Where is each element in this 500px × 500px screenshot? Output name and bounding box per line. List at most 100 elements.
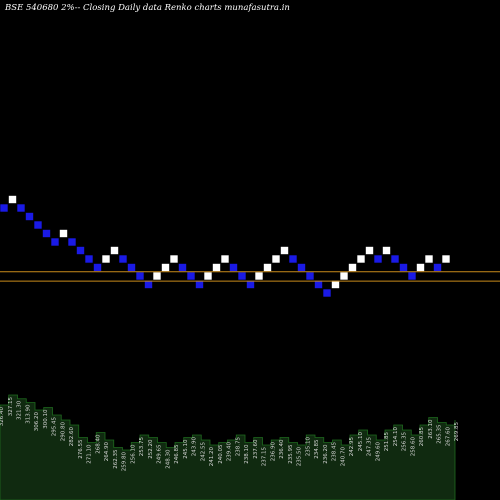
renko-brick-up bbox=[203, 271, 213, 281]
volume-label: 269.85 bbox=[454, 422, 460, 442]
volume-label: 247.35 bbox=[367, 437, 373, 457]
renko-brick-down bbox=[237, 271, 247, 281]
renko-brick-up bbox=[339, 271, 349, 281]
volume-label: 238.75 bbox=[235, 437, 241, 457]
renko-brick-down bbox=[127, 263, 136, 272]
renko-brick-down bbox=[76, 246, 85, 255]
volume-label: 235.10 bbox=[305, 437, 311, 457]
renko-brick-down bbox=[288, 254, 298, 264]
renko-brick-down bbox=[42, 229, 51, 238]
volume-label: 321.30 bbox=[17, 400, 23, 420]
volume-label: 235.50 bbox=[297, 447, 303, 467]
renko-plot bbox=[0, 195, 500, 298]
volume-label: 290.80 bbox=[60, 422, 66, 442]
volume-label: 259.80 bbox=[122, 452, 128, 472]
volume-area bbox=[0, 394, 456, 500]
volume-label: 242.95 bbox=[349, 437, 355, 457]
renko-brick-up bbox=[152, 271, 162, 281]
renko-brick-up bbox=[8, 195, 17, 204]
volume-label: 326.40 bbox=[0, 407, 5, 427]
volume-label: 256.10 bbox=[130, 444, 136, 464]
volume-label: 249.60 bbox=[375, 442, 381, 462]
volume-label: 235.95 bbox=[288, 444, 294, 464]
renko-brick-down bbox=[229, 263, 238, 272]
renko-brick-down bbox=[84, 254, 94, 264]
volume-label: 238.45 bbox=[332, 442, 338, 462]
volume-label: 236.90 bbox=[270, 442, 276, 462]
volume-label: 242.55 bbox=[200, 442, 206, 462]
volume-label: 253.75 bbox=[139, 437, 145, 457]
volume-label: 295.45 bbox=[52, 417, 58, 437]
renko-brick-down bbox=[50, 237, 60, 247]
volume-label: 265.35 bbox=[437, 424, 443, 444]
renko-brick-up bbox=[110, 246, 119, 255]
renko-brick-down bbox=[390, 254, 400, 264]
volume-label: 264.90 bbox=[104, 442, 110, 462]
renko-brick-down bbox=[373, 254, 383, 264]
renko-brick-up bbox=[263, 263, 272, 272]
volume-label: 236.40 bbox=[279, 439, 285, 459]
renko-brick-up bbox=[348, 263, 357, 272]
renko-brick-up bbox=[161, 263, 170, 272]
volume-label: 248.30 bbox=[165, 449, 171, 469]
renko-brick-up bbox=[424, 254, 434, 264]
volume-label: 237.60 bbox=[253, 439, 259, 459]
volume-label: 300.10 bbox=[43, 409, 49, 429]
renko-brick-down bbox=[33, 220, 43, 230]
renko-brick-down bbox=[186, 271, 196, 281]
chart-title: BSE 540680 2%-- Closing Daily data Renko… bbox=[5, 3, 290, 13]
volume-label: 327.15 bbox=[8, 397, 14, 417]
volume-label: 254.10 bbox=[393, 427, 399, 447]
volume-label: 267.60 bbox=[445, 427, 451, 447]
renko-brick-down bbox=[322, 288, 332, 298]
renko-brick-up bbox=[365, 246, 374, 255]
volume-label: 243.90 bbox=[192, 437, 198, 457]
renko-brick-down bbox=[297, 263, 306, 272]
renko-brick-up bbox=[271, 254, 281, 264]
volume-label: 276.55 bbox=[78, 439, 84, 459]
renko-brick-down bbox=[246, 280, 255, 289]
renko-brick-down bbox=[0, 203, 9, 213]
volume-label: 237.15 bbox=[262, 447, 268, 467]
renko-brick-down bbox=[135, 271, 145, 281]
renko-brick-up bbox=[169, 254, 179, 264]
volume-label: 256.35 bbox=[402, 432, 408, 452]
renko-brick-down bbox=[25, 212, 34, 221]
renko-brick-up bbox=[356, 254, 366, 264]
renko-brick-down bbox=[67, 237, 77, 247]
volume-label: 234.85 bbox=[314, 439, 320, 459]
volume-label: 239.40 bbox=[227, 442, 233, 462]
renko-brick-up bbox=[441, 254, 451, 264]
renko-brick-up bbox=[101, 254, 111, 264]
volume-label: 241.20 bbox=[209, 447, 215, 467]
renko-brick-up bbox=[331, 280, 340, 289]
renko-brick-down bbox=[118, 254, 128, 264]
renko-brick-down bbox=[178, 263, 187, 272]
volume-label: 245.10 bbox=[358, 432, 364, 452]
renko-brick-up bbox=[254, 271, 264, 281]
volume-label: 260.85 bbox=[419, 427, 425, 447]
renko-brick-up bbox=[59, 229, 68, 238]
volume-label: 240.05 bbox=[218, 444, 224, 464]
volume-label: 252.20 bbox=[148, 439, 154, 459]
volume-label: 306.20 bbox=[34, 412, 40, 432]
renko-brick-up bbox=[416, 263, 425, 272]
volume-label: 258.60 bbox=[410, 437, 416, 457]
volume-label: 262.35 bbox=[113, 449, 119, 469]
volume-label: 238.10 bbox=[244, 444, 250, 464]
renko-brick-down bbox=[433, 263, 442, 272]
volume-label: 240.70 bbox=[340, 447, 346, 467]
volume-label: 251.85 bbox=[384, 432, 390, 452]
volume-label: 236.20 bbox=[323, 444, 329, 464]
renko-brick-down bbox=[407, 271, 417, 281]
renko-brick-down bbox=[314, 280, 323, 289]
renko-brick-down bbox=[195, 280, 204, 289]
renko-brick-up bbox=[220, 254, 230, 264]
renko-brick-up bbox=[280, 246, 289, 255]
volume-label: 245.10 bbox=[183, 439, 189, 459]
renko-brick-down bbox=[399, 263, 408, 272]
renko-brick-up bbox=[382, 246, 391, 255]
volume-label: 268.40 bbox=[95, 434, 101, 454]
